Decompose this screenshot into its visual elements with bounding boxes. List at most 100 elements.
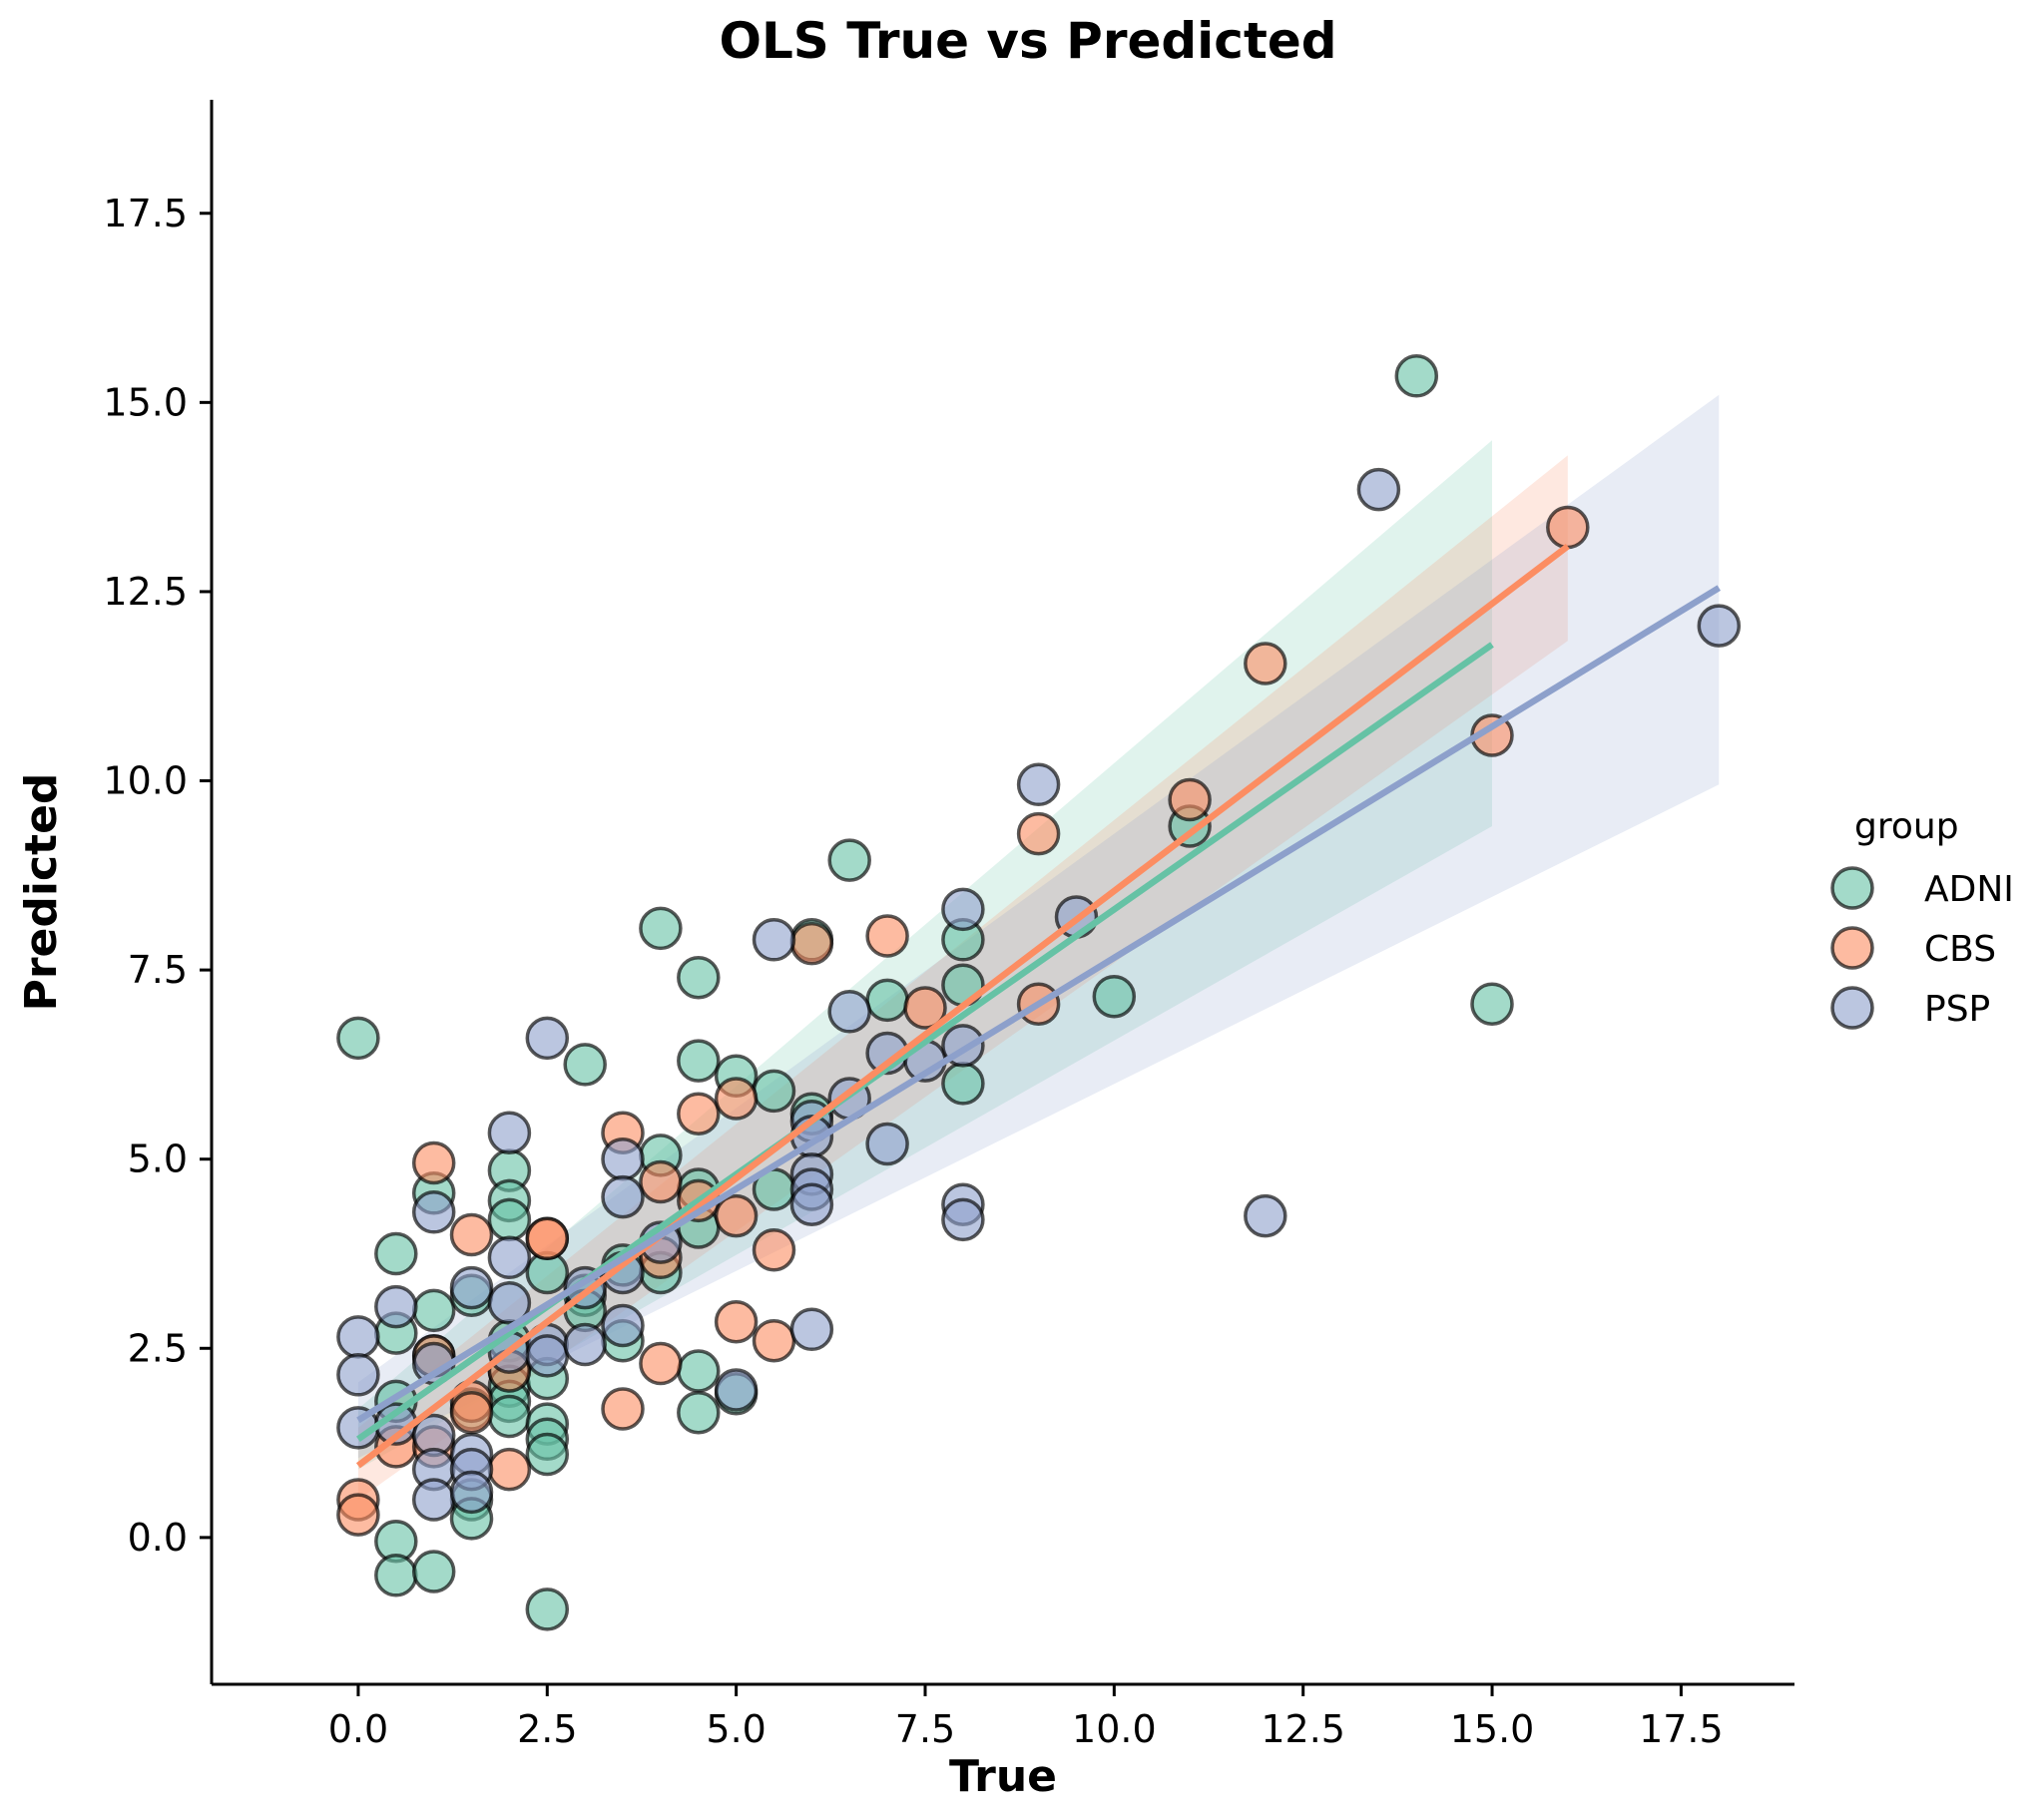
point-cbs-22 xyxy=(714,1299,759,1344)
legend-label-psp: PSP xyxy=(1924,989,1990,1030)
point-psp-14 xyxy=(487,1111,532,1154)
point-cbs-17 xyxy=(639,1341,683,1386)
legend: group ADNI CBS PSP xyxy=(1830,806,2014,1030)
point-adni-44 xyxy=(752,1069,796,1114)
point-adni-48 xyxy=(827,838,871,882)
point-psp-10 xyxy=(449,1265,494,1310)
y-tick-label-7: 17.5 xyxy=(103,192,188,235)
point-psp-34 xyxy=(789,1182,834,1226)
x-tick-label-0: 0.0 xyxy=(328,1707,388,1751)
point-adni-55 xyxy=(1394,354,1439,398)
point-psp-15 xyxy=(487,1235,532,1280)
point-adni-56 xyxy=(1470,982,1514,1026)
x-tick-label-2: 5.0 xyxy=(706,1707,766,1751)
x-tick-label-1: 2.5 xyxy=(517,1707,577,1751)
legend-marker-adni xyxy=(1830,866,1874,910)
y-ticks: 0.0 2.5 5.0 7.5 10.0 12.5 15.0 17.5 xyxy=(103,192,212,1560)
point-cbs-18 xyxy=(677,1092,721,1136)
point-psp-28 xyxy=(714,1368,759,1412)
point-psp-13 xyxy=(449,1470,494,1515)
y-axis-label: Predicted xyxy=(16,773,67,1012)
point-cbs-14 xyxy=(601,1387,645,1431)
point-cbs-31 xyxy=(1244,642,1287,685)
x-axis-label: True xyxy=(949,1751,1057,1802)
y-tick-label-4: 10.0 xyxy=(103,759,188,803)
point-cbs-28 xyxy=(1016,811,1061,856)
point-cbs-1 xyxy=(336,1493,380,1537)
point-adni-37 xyxy=(677,1039,721,1083)
point-psp-0 xyxy=(336,1315,380,1359)
legend-label-cbs: CBS xyxy=(1924,929,1996,970)
x-tick-label-4: 10.0 xyxy=(1072,1707,1157,1751)
point-cbs-21 xyxy=(714,1193,759,1238)
point-adni-52 xyxy=(941,1062,985,1106)
point-cbs-26 xyxy=(865,914,909,958)
y-tick-label-0: 0.0 xyxy=(128,1516,188,1560)
point-psp-39 xyxy=(865,1122,909,1166)
legend-title: group xyxy=(1854,806,1959,847)
x-tick-label-5: 12.5 xyxy=(1261,1707,1345,1751)
point-adni-27 xyxy=(525,1588,570,1631)
point-adni-49 xyxy=(865,978,909,1023)
band-adni xyxy=(357,440,1492,1470)
point-cbs-27 xyxy=(903,986,947,1030)
point-cbs-3 xyxy=(411,1140,456,1185)
point-adni-21 xyxy=(487,1394,532,1439)
point-psp-23 xyxy=(601,1137,645,1181)
x-tick-label-7: 17.5 xyxy=(1639,1707,1724,1751)
point-adni-36 xyxy=(677,955,721,1000)
y-tick-label-2: 5.0 xyxy=(128,1138,188,1181)
point-adni-26 xyxy=(525,1432,570,1477)
point-cbs-20 xyxy=(714,1077,759,1121)
point-psp-41 xyxy=(941,887,985,932)
point-adni-7 xyxy=(411,1288,456,1333)
point-psp-5 xyxy=(411,1190,456,1234)
point-cbs-6 xyxy=(449,1212,494,1257)
chart-title: OLS True vs Predicted xyxy=(719,12,1336,70)
y-tick-label-5: 12.5 xyxy=(103,570,188,614)
regression-lines xyxy=(355,543,1721,1469)
point-psp-29 xyxy=(752,918,796,962)
point-cbs-30 xyxy=(1168,777,1212,822)
legend-label-adni: ADNI xyxy=(1924,869,2014,910)
point-psp-24 xyxy=(601,1174,645,1219)
point-psp-21 xyxy=(563,1322,607,1367)
point-adni-5 xyxy=(374,1554,418,1597)
point-psp-35 xyxy=(789,1307,834,1352)
point-adni-28 xyxy=(563,1043,607,1087)
point-psp-44 xyxy=(941,1197,985,1242)
point-cbs-12 xyxy=(525,1216,570,1261)
point-adni-16 xyxy=(487,1197,532,1242)
point-adni-40 xyxy=(677,1349,721,1393)
x-tick-label-3: 7.5 xyxy=(895,1707,955,1751)
legend-marker-cbs xyxy=(1830,926,1874,970)
point-psp-47 xyxy=(1244,1193,1287,1238)
fit-line-psp xyxy=(356,585,1721,1424)
point-adni-33 xyxy=(639,906,683,951)
y-tick-label-1: 2.5 xyxy=(128,1326,188,1370)
point-psp-26 xyxy=(601,1303,645,1348)
point-psp-48 xyxy=(1356,467,1401,512)
legend-marker-psp xyxy=(1830,986,1874,1030)
point-cbs-33 xyxy=(1546,505,1590,550)
point-adni-41 xyxy=(677,1390,721,1435)
x-ticks: 0.0 2.5 5.0 7.5 10.0 12.5 15.0 17.5 xyxy=(328,1684,1724,1751)
point-psp-36 xyxy=(827,990,871,1034)
x-tick-label-6: 15.0 xyxy=(1450,1707,1535,1751)
point-psp-3 xyxy=(374,1284,418,1329)
point-adni-9 xyxy=(411,1550,456,1593)
point-adni-0 xyxy=(336,1016,380,1061)
point-adni-1 xyxy=(374,1231,418,1276)
point-cbs-10 xyxy=(487,1447,532,1492)
scatter-points xyxy=(336,354,1742,1631)
fit-line-cbs xyxy=(355,543,1570,1469)
y-tick-label-3: 7.5 xyxy=(128,948,188,992)
point-psp-45 xyxy=(1016,762,1061,807)
point-psp-49 xyxy=(1697,604,1742,648)
y-tick-label-6: 15.0 xyxy=(103,380,188,424)
point-adni-53 xyxy=(1092,974,1137,1019)
point-cbs-25 xyxy=(789,921,834,966)
point-psp-18 xyxy=(525,1016,570,1061)
point-psp-20 xyxy=(525,1334,570,1378)
